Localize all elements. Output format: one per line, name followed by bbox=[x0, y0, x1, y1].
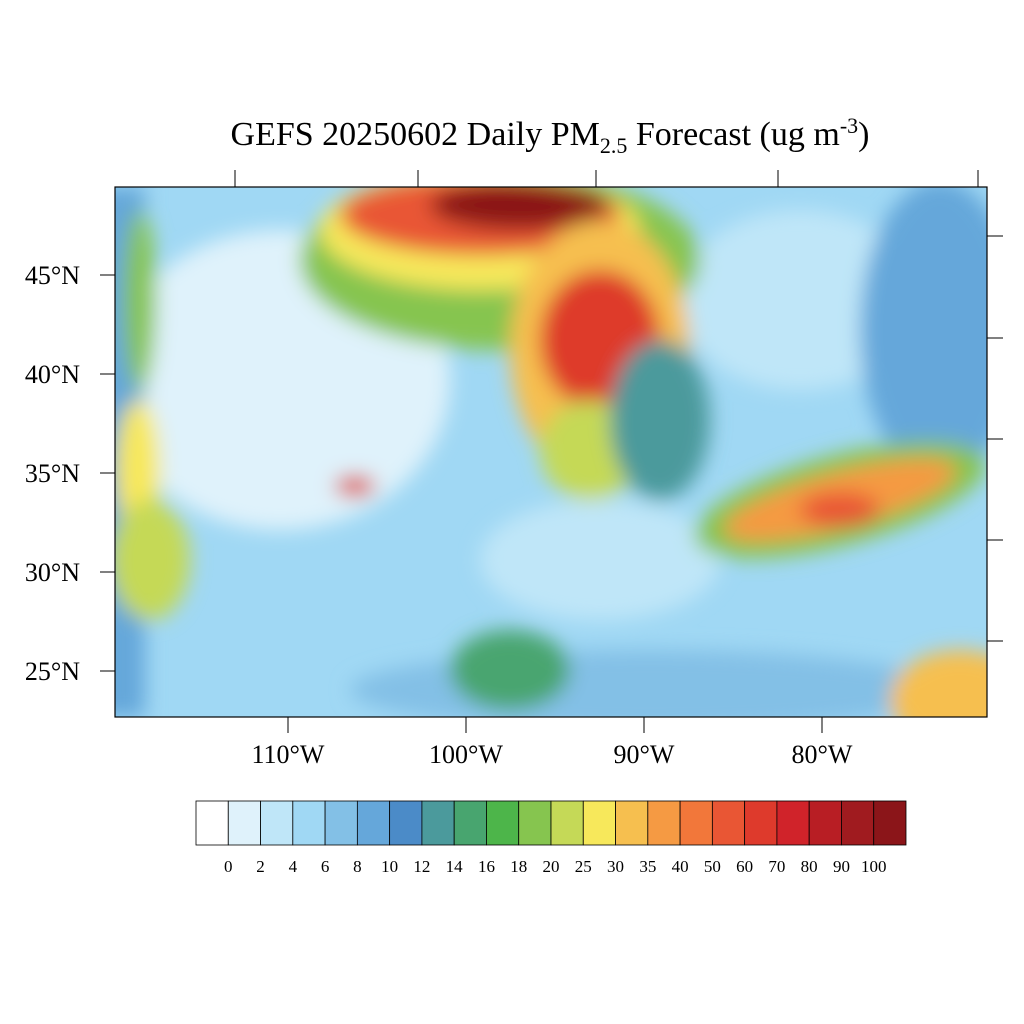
colorbar-box bbox=[389, 800, 423, 846]
colorbar-box bbox=[550, 800, 584, 846]
colorbar-label: 10 bbox=[381, 857, 398, 876]
lon-label: 80°W bbox=[792, 740, 853, 769]
title: GEFS 20250602 Daily PM2.5 Forecast (ug m… bbox=[231, 113, 870, 158]
title-sub: 2.5 bbox=[600, 133, 628, 158]
lon-label: 90°W bbox=[614, 740, 675, 769]
colorbar-box bbox=[227, 800, 261, 846]
title-end: ) bbox=[858, 116, 869, 153]
colorbar-box bbox=[711, 800, 746, 846]
lat-label: 40°N bbox=[25, 360, 80, 389]
colorbar-label: 4 bbox=[289, 857, 298, 876]
colorbar-box bbox=[518, 800, 552, 846]
colorbar-label: 70 bbox=[768, 857, 785, 876]
colorbar-box bbox=[195, 800, 229, 846]
colorbar-label: 12 bbox=[413, 857, 430, 876]
colorbar-box bbox=[873, 800, 907, 846]
colorbar: 0 2 4 6 8 10 12 14 16 18 20 25 30 35 40 50 60 70 80 90 100 bbox=[195, 800, 907, 876]
colorbar-box bbox=[776, 800, 810, 846]
colorbar-box bbox=[744, 800, 778, 846]
colorbar-label: 2 bbox=[256, 857, 265, 876]
lat-label: 35°N bbox=[25, 459, 80, 488]
colorbar-box bbox=[324, 800, 358, 846]
colorbar-label: 80 bbox=[801, 857, 818, 876]
colorbar-box bbox=[647, 800, 681, 846]
colorbar-label: 60 bbox=[736, 857, 753, 876]
colorbar-box bbox=[260, 800, 294, 846]
colorbar-label: 90 bbox=[833, 857, 850, 876]
colorbar-label: 30 bbox=[607, 857, 624, 876]
frame-ticks bbox=[234, 170, 1003, 642]
lat-label: 45°N bbox=[25, 261, 80, 290]
colorbar-label: 8 bbox=[353, 857, 362, 876]
title-rest: Forecast (ug m bbox=[627, 116, 839, 153]
colorbar-box bbox=[679, 800, 713, 846]
map-frame bbox=[114, 186, 988, 718]
colorbar-label: 14 bbox=[446, 857, 464, 876]
colorbar-label: 35 bbox=[639, 857, 656, 876]
lat-label: 25°N bbox=[25, 657, 80, 686]
colorbar-label: 100 bbox=[861, 857, 887, 876]
colorbar-label: 25 bbox=[575, 857, 592, 876]
lon-label: 110°W bbox=[252, 740, 325, 769]
lon-label: 100°W bbox=[429, 740, 503, 769]
colorbar-label: 6 bbox=[321, 857, 330, 876]
colorbar-box bbox=[453, 800, 487, 846]
colorbar-box bbox=[486, 800, 520, 846]
colorbar-box bbox=[292, 800, 326, 846]
colorbar-label: 50 bbox=[704, 857, 721, 876]
colorbar-label: 20 bbox=[543, 857, 560, 876]
axis-ticks: 45°N 40°N 35°N 30°N 25°N 110°W 100°W 90°W 80°W bbox=[25, 261, 853, 769]
title-sup: -3 bbox=[840, 113, 858, 138]
colorbar-label: 18 bbox=[510, 857, 527, 876]
colorbar-label: 40 bbox=[672, 857, 689, 876]
colorbar-box bbox=[841, 800, 875, 846]
title-main: GEFS 20250602 Daily PM bbox=[231, 116, 600, 153]
colorbar-box bbox=[615, 800, 649, 846]
colorbar-label: 16 bbox=[478, 857, 495, 876]
colorbar-label: 0 bbox=[224, 857, 233, 876]
colorbar-box bbox=[808, 800, 842, 846]
colorbar-box bbox=[421, 800, 455, 846]
colorbar-box bbox=[582, 800, 616, 846]
colorbar-box bbox=[356, 800, 391, 846]
map-field bbox=[115, 187, 987, 717]
lat-label: 30°N bbox=[25, 558, 80, 587]
